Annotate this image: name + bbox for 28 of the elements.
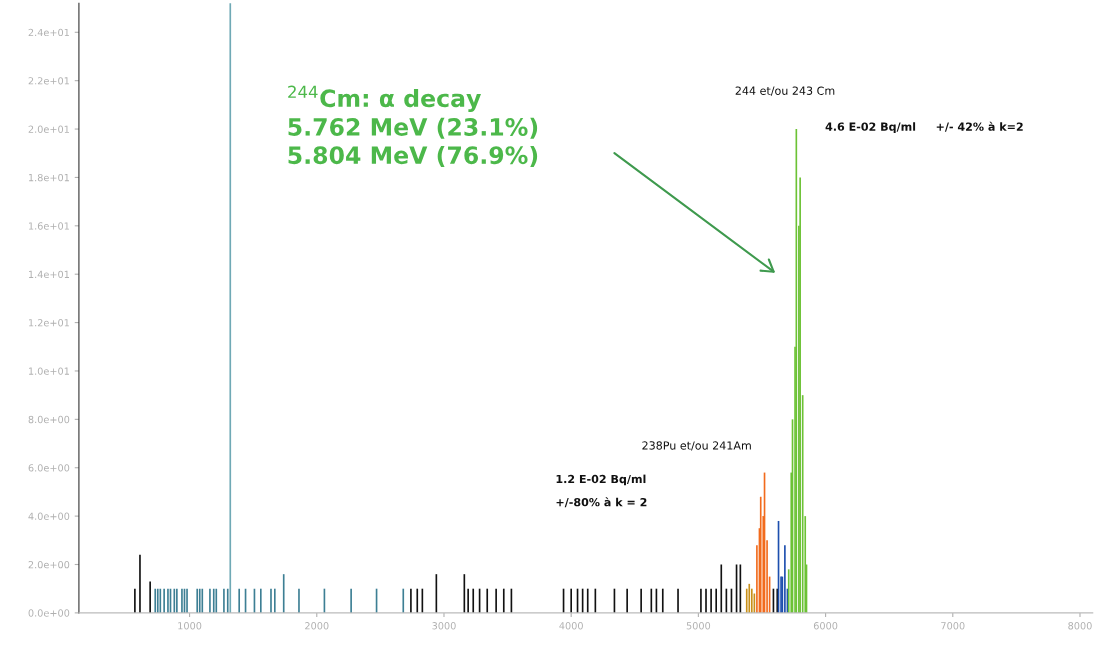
annotation: $^{244}$Cm: α decay 5.762 MeV (23.1%) 5.804 MeV (76.9%) <box>288 85 538 167</box>
annotation: +/- 42% à k=2 <box>936 121 1023 132</box>
y-tick-label: 1.0e+01 <box>28 367 69 375</box>
x-tick-label: 2000 <box>305 622 329 630</box>
y-tick-label: 1.4e+01 <box>28 270 69 279</box>
x-tick-label: 3000 <box>432 622 456 630</box>
annotation: 244 et/ou 243 Cm <box>735 86 835 96</box>
annotation: +/-80% à k = 2 <box>556 497 647 508</box>
y-tick-label: 6.0e+00 <box>28 464 70 472</box>
x-tick-label: 8000 <box>1068 622 1092 630</box>
y-tick-label: 1.8e+01 <box>28 173 69 182</box>
y-tick-label: 8.0e+00 <box>28 415 70 424</box>
y-tick-label: 1.6e+01 <box>28 222 69 230</box>
x-tick-label: 1000 <box>178 622 202 630</box>
x-tick-label: 7000 <box>941 622 965 630</box>
annotation: 238Pu et/ou 241Am <box>642 441 751 451</box>
x-tick-label: 4000 <box>559 622 583 630</box>
y-tick-label: 4.0e+00 <box>28 512 70 520</box>
y-tick-label: 1.2e+01 <box>28 319 69 327</box>
x-tick-label: 5000 <box>686 622 711 630</box>
y-tick-label: 2.2e+01 <box>28 77 69 85</box>
annotation: 1.2 E-02 Bq/ml <box>556 474 646 486</box>
y-tick-label: 2.4e+01 <box>28 28 69 37</box>
y-tick-label: 0.0e+00 <box>28 609 70 617</box>
y-tick-label: 2.0e+00 <box>28 560 70 569</box>
y-tick-label: 2.0e+01 <box>28 125 69 133</box>
x-tick-label: 6000 <box>813 622 838 630</box>
annotation: 4.6 E-02 Bq/ml <box>825 122 916 133</box>
